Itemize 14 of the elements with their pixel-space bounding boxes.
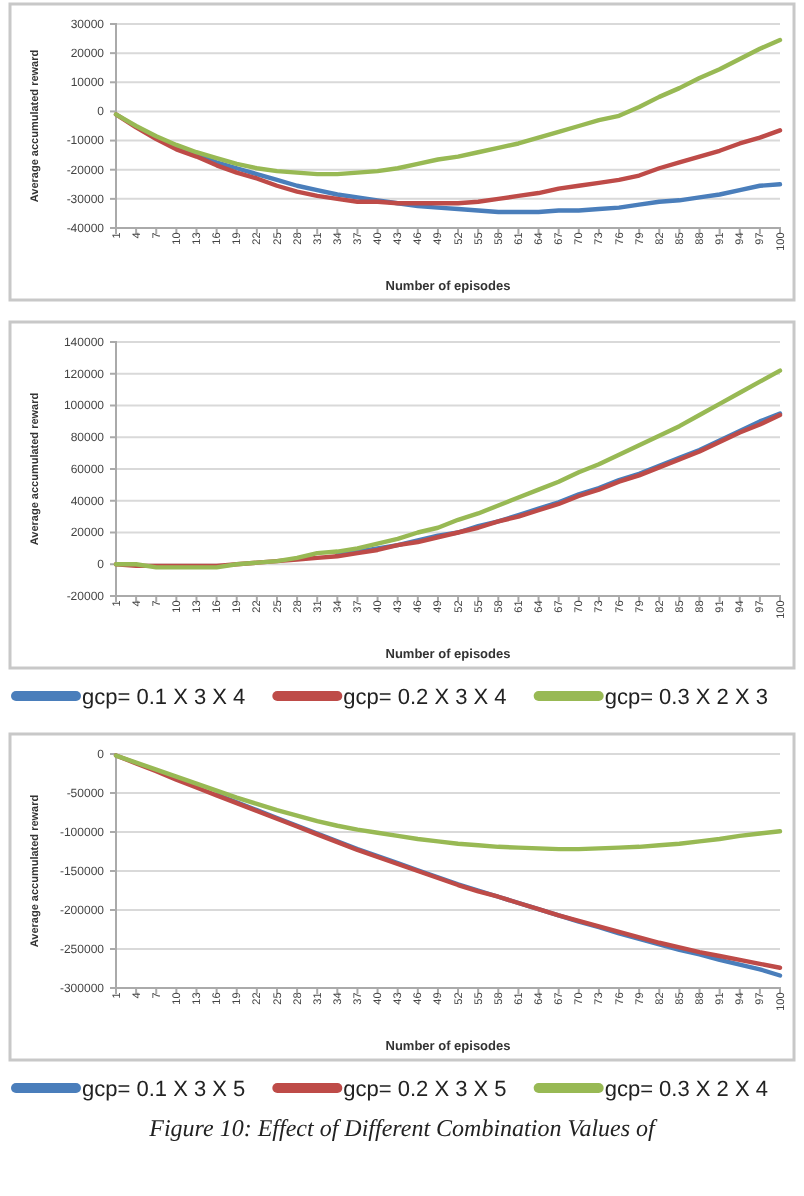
line-series [113,112,783,206]
line-series [113,753,783,852]
line-series [335,411,783,557]
line-series [113,368,783,570]
legend-label: gcp= 0.1 X 3 X 4 [82,686,246,710]
legend-label: gcp= 0.2 X 3 X 5 [343,1078,507,1102]
legend-label: gcp= 0.1 X 3 X 5 [82,1078,246,1102]
caption: Figure 10: Effect of Different Combination Values of [147,1114,659,1142]
line-series [113,412,783,569]
line-series [113,37,783,177]
line-series [113,753,783,970]
legend-label: gcp= 0.3 X 2 X 4 [604,1078,768,1102]
legend-label: gcp= 0.3 X 2 X 3 [604,686,768,710]
legend-label: gcp= 0.2 X 3 X 4 [343,686,507,710]
